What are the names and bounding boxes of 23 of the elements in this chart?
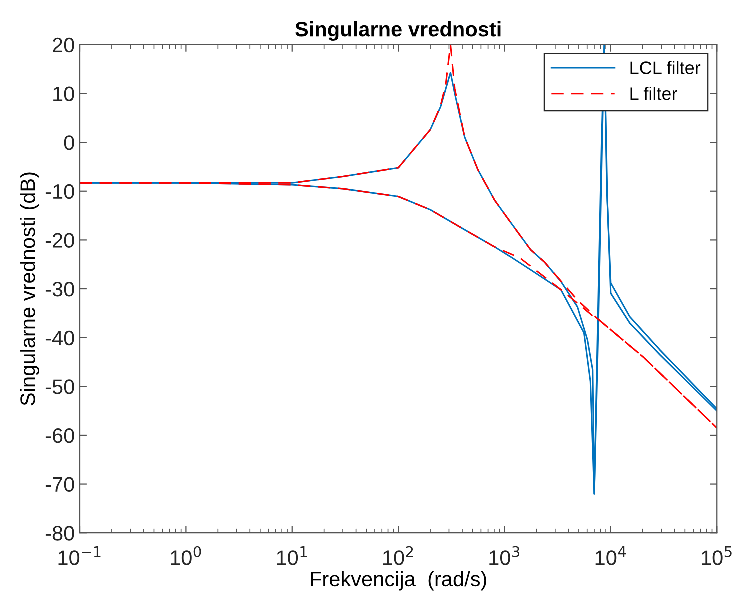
legend-label: L filter [630, 87, 678, 100]
y-axis-title: Singularne vrednosti (dB) [20, 172, 40, 406]
chart-title: Singularne vrednosti [296, 21, 501, 42]
y-tick-label: 20 [53, 38, 74, 53]
y-tick-label: 0 [64, 136, 74, 150]
y-tick-label: -10 [46, 184, 74, 200]
y-tick-label: -50 [46, 380, 74, 394]
y-tick-label: -60 [46, 428, 74, 444]
legend-label: LCL filter [630, 61, 701, 74]
x-tick-label: 10$^{1}$ [277, 546, 308, 566]
x-tick-label: 10$^{4}$ [596, 546, 626, 566]
x-tick-label: 10$^{2}$ [383, 546, 414, 566]
x-tick-label: 10$^{3}$ [490, 546, 520, 566]
y-tick-label: -70 [46, 477, 74, 492]
y-tick-label: 10 [54, 86, 74, 102]
x-tick-label: 10$^{5}$ [702, 546, 732, 566]
x-tick-label: 10$^{−1}$ [58, 546, 101, 566]
y-tick-label: -30 [46, 282, 74, 297]
x-tick-label: 10$^{0}$ [171, 546, 202, 566]
x-axis-title: Frekvencija (rad/s) [311, 571, 486, 591]
y-tick-label: -40 [46, 330, 74, 346]
y-tick-label: -80 [46, 526, 74, 541]
y-tick-label: -20 [46, 233, 74, 248]
